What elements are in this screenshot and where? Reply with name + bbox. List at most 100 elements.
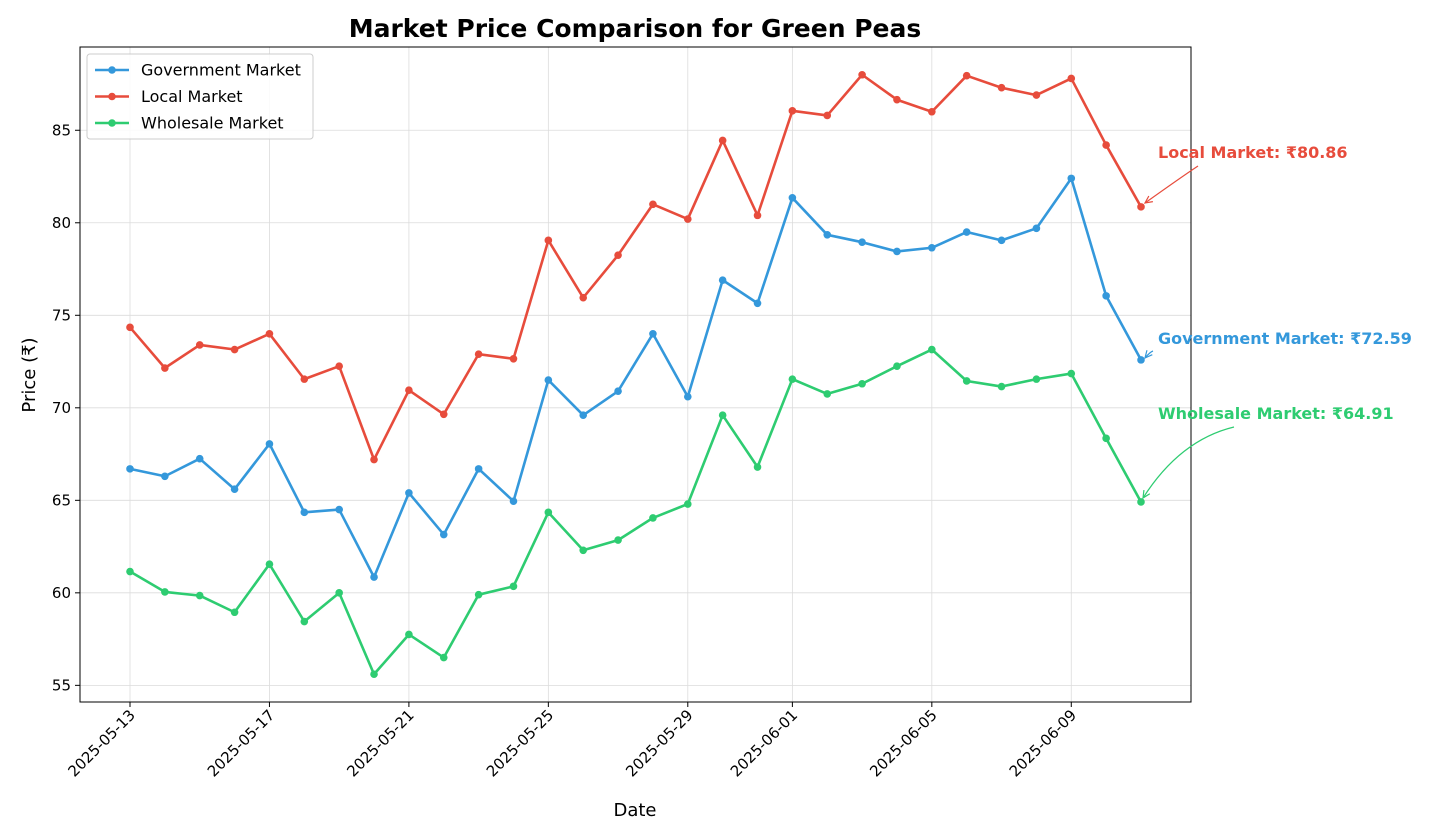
data-point-government-market: [579, 411, 588, 420]
data-point-local-market: [718, 136, 727, 145]
data-point-wholesale-market: [614, 536, 622, 544]
data-point-government-market: [544, 376, 553, 384]
series-layer: [126, 70, 1145, 679]
x-tick-label: 2025-05-29: [622, 706, 696, 780]
data-point-government-market: [683, 392, 692, 401]
data-point-local-market: [893, 95, 901, 104]
data-point-government-market: [1067, 174, 1076, 183]
data-point-local-market: [265, 329, 274, 338]
y-tick-label: 85: [52, 121, 71, 139]
data-point-wholesale-market: [1067, 369, 1076, 378]
data-point-local-market: [370, 455, 378, 464]
data-point-local-market: [195, 341, 204, 349]
annotation: Government Market: ₹72.59: [1144, 329, 1412, 360]
annotations: Local Market: ₹80.86 Government Market: ₹…: [1142, 143, 1412, 500]
y-tick-label: 80: [52, 214, 71, 232]
series-government-market: [126, 174, 1145, 581]
data-point-government-market: [195, 454, 204, 463]
series-wholesale-market: [126, 345, 1145, 679]
annotation-label: Government Market: ₹72.59: [1158, 329, 1412, 348]
annotation-label: Wholesale Market: ₹64.91: [1158, 404, 1394, 423]
data-point-local-market: [300, 375, 309, 383]
data-point-local-market: [649, 200, 657, 209]
annotation-arrow: [1144, 165, 1199, 204]
data-point-local-market: [962, 71, 971, 80]
data-point-government-market: [858, 238, 866, 247]
x-tick-label: 2025-05-21: [343, 706, 417, 780]
x-tick-label: 2025-06-01: [727, 706, 801, 780]
data-point-wholesale-market: [788, 375, 797, 383]
annotation: Local Market: ₹80.86: [1143, 143, 1348, 204]
x-axis: 2025-05-13 2025-05-17 2025-05-21 2025-05-25…: [64, 702, 1080, 780]
y-axis-label: Price (₹): [19, 337, 40, 412]
data-point-wholesale-market: [161, 588, 169, 596]
y-axis: 55 60 65 70 75 80 85: [52, 121, 80, 694]
data-point-government-market: [962, 228, 971, 236]
data-point-local-market: [439, 410, 448, 419]
data-point-wholesale-market: [335, 589, 343, 597]
y-tick-label: 65: [52, 491, 71, 509]
data-point-wholesale-market: [753, 463, 762, 471]
data-point-wholesale-market: [300, 617, 309, 626]
data-point-wholesale-market: [579, 546, 588, 555]
data-point-wholesale-market: [649, 514, 657, 522]
x-tick-label: 2025-06-09: [1006, 706, 1080, 780]
data-point-local-market: [126, 323, 134, 332]
x-tick-label: 2025-05-13: [64, 706, 138, 780]
legend: Government Market Local Market Wholesale M…: [86, 53, 314, 140]
data-point-government-market: [997, 236, 1006, 245]
annotation-label: Local Market: ₹80.86: [1158, 143, 1348, 162]
data-point-wholesale-market: [962, 377, 971, 385]
data-point-wholesale-market: [544, 508, 553, 517]
grid: [80, 47, 1191, 702]
data-point-government-market: [1137, 356, 1145, 364]
data-point-government-market: [823, 231, 832, 239]
series-line-wholesale-market: [128, 348, 1143, 676]
data-point-government-market: [265, 440, 274, 448]
legend-swatch-marker: [108, 119, 116, 127]
y-tick-label: 60: [52, 584, 71, 602]
legend-box: [86, 53, 314, 140]
annotation-arrow: [1142, 426, 1235, 499]
legend-swatch-marker: [108, 92, 116, 101]
data-point-wholesale-market: [265, 560, 274, 568]
data-point-wholesale-market: [195, 591, 204, 600]
data-point-government-market: [474, 465, 483, 473]
data-point-local-market: [788, 107, 797, 115]
data-point-local-market: [683, 215, 692, 223]
chart-title: Market Price Comparison for Green Peas: [349, 14, 922, 43]
data-point-wholesale-market: [439, 653, 448, 662]
legend-item: Government Market: [95, 61, 301, 80]
data-point-local-market: [1137, 203, 1145, 211]
y-tick-label: 75: [52, 306, 71, 324]
data-point-local-market: [230, 345, 239, 354]
data-point-government-market: [649, 329, 657, 338]
data-point-wholesale-market: [997, 382, 1006, 391]
legend-label: Wholesale Market: [141, 114, 284, 133]
data-point-local-market: [509, 354, 518, 363]
data-point-wholesale-market: [858, 379, 866, 388]
annotation-arrowhead: [1143, 195, 1153, 204]
data-point-local-market: [1102, 141, 1110, 149]
data-point-government-market: [1102, 292, 1110, 300]
y-tick-label: 55: [52, 676, 71, 694]
series-line-government-market: [128, 177, 1143, 579]
annotation: Wholesale Market: ₹64.91: [1142, 404, 1394, 500]
legend-label: Government Market: [141, 61, 301, 80]
data-point-government-market: [509, 497, 518, 506]
data-point-local-market: [928, 107, 936, 116]
data-point-local-market: [544, 236, 553, 245]
data-point-local-market: [579, 293, 588, 302]
legend-item: Local Market: [95, 87, 243, 106]
data-point-local-market: [858, 70, 866, 79]
data-point-wholesale-market: [370, 670, 378, 679]
x-tick-label: 2025-05-25: [483, 706, 557, 780]
data-point-government-market: [230, 485, 239, 494]
data-point-local-market: [1032, 91, 1041, 99]
series-local-market: [126, 70, 1145, 464]
data-point-government-market: [126, 465, 134, 473]
data-point-wholesale-market: [718, 411, 727, 420]
data-point-local-market: [335, 362, 343, 370]
data-point-local-market: [823, 111, 832, 120]
